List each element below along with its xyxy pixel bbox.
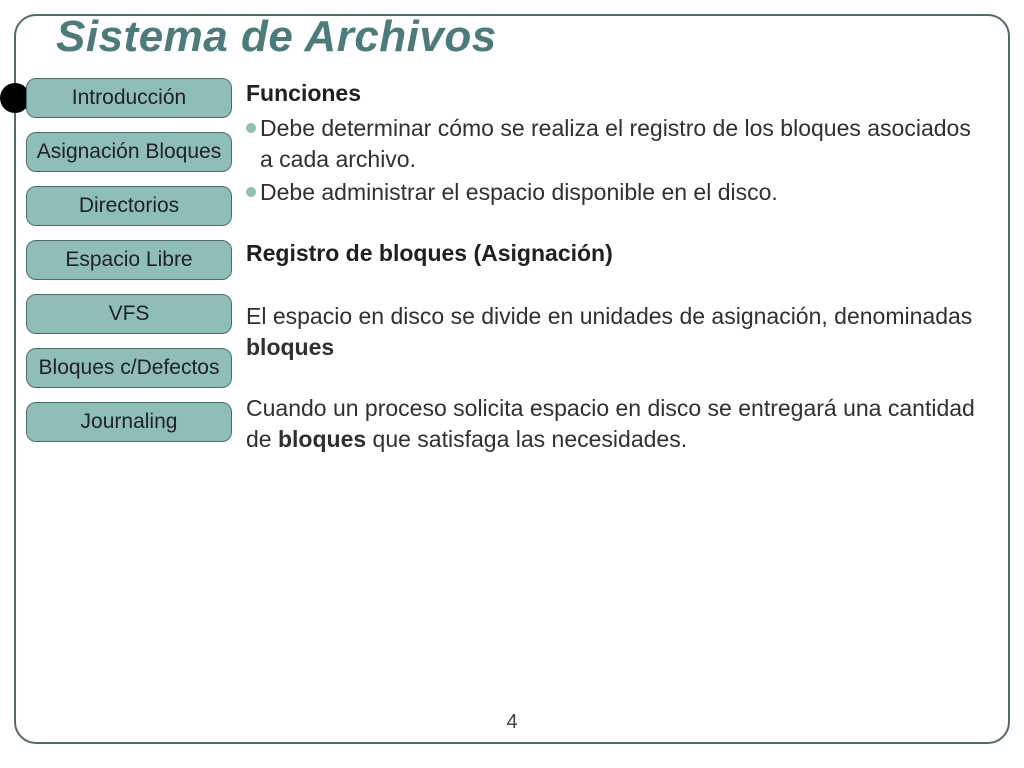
nav-item-espacio-libre[interactable]: Espacio Libre [26, 240, 232, 280]
nav-label: Espacio Libre [65, 248, 192, 272]
bullet-text: Debe administrar el espacio disponible e… [260, 177, 778, 208]
para-text: que satisfaga las necesidades. [366, 426, 687, 452]
nav-item-introduccion[interactable]: Introducción [26, 78, 232, 118]
para-bold: bloques [246, 334, 334, 360]
heading-registro: Registro de bloques (Asignación) [246, 238, 988, 269]
bullet-item: Debe determinar cómo se realiza el regis… [246, 113, 988, 175]
paragraph: Cuando un proceso solicita espacio en di… [246, 393, 988, 455]
nav-item-journaling[interactable]: Journaling [26, 402, 232, 442]
paragraph: El espacio en disco se divide en unidade… [246, 301, 988, 363]
page-number: 4 [0, 711, 1024, 734]
para-text: El espacio en disco se divide en unidade… [246, 303, 972, 329]
nav-label: Bloques c/Defectos [39, 356, 220, 380]
bullet-text: Debe determinar cómo se realiza el regis… [260, 113, 988, 175]
nav-item-vfs[interactable]: VFS [26, 294, 232, 334]
slide-title: Sistema de Archivos [56, 12, 497, 62]
nav-label: VFS [109, 302, 150, 326]
nav-label: Introducción [72, 86, 186, 110]
bullet-icon [246, 123, 256, 133]
nav-item-asignacion-bloques[interactable]: Asignación Bloques [26, 132, 232, 172]
nav-item-directorios[interactable]: Directorios [26, 186, 232, 226]
nav-label: Journaling [81, 410, 178, 434]
nav-item-bloques-defectos[interactable]: Bloques c/Defectos [26, 348, 232, 388]
nav-label: Directorios [79, 194, 179, 218]
sidebar: Introducción Asignación Bloques Director… [26, 78, 232, 442]
para-bold: bloques [278, 426, 366, 452]
content-area: Funciones Debe determinar cómo se realiz… [246, 78, 988, 457]
nav-label: Asignación Bloques [37, 140, 221, 164]
bullet-icon [246, 187, 256, 197]
heading-funciones: Funciones [246, 78, 988, 109]
bullet-item: Debe administrar el espacio disponible e… [246, 177, 988, 208]
